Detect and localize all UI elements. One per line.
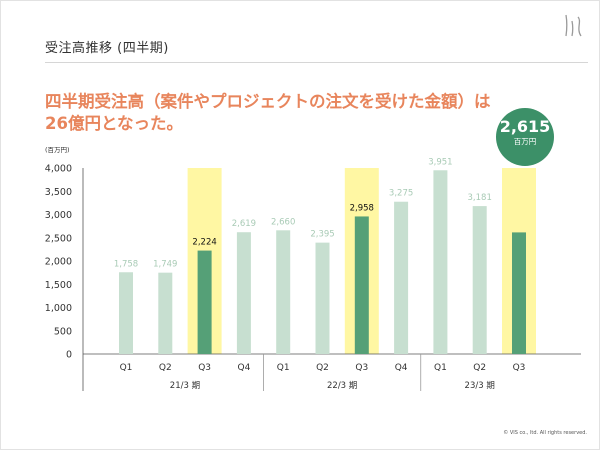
x-tick-label: Q4 <box>237 363 250 373</box>
y-axis-unit-label: (百万円) <box>45 146 70 154</box>
x-tick-label: Q2 <box>316 363 329 373</box>
axes: (百万円) 0 500 1,000 1,500 2,000 2,500 3,000 3,500 4… <box>45 146 581 391</box>
bar-value-label: 2,660 <box>271 217 295 227</box>
bar-value-label: 2,224 <box>192 238 216 248</box>
headline-line-2: 26億円となった。 <box>45 114 183 133</box>
y-tick-label: 3,000 <box>45 210 72 221</box>
bar <box>315 242 330 354</box>
y-tick-label: 1,000 <box>45 303 72 314</box>
x-group-label: 21/3 期 <box>170 381 200 391</box>
bar-value-label: 1,749 <box>153 260 177 270</box>
bar-value-label: 2,958 <box>350 203 374 213</box>
bar <box>394 201 409 354</box>
x-tick-label: Q1 <box>120 363 133 373</box>
x-group-label: 23/3 期 <box>465 381 495 391</box>
x-tick-label: Q2 <box>159 363 172 373</box>
bar <box>354 216 369 354</box>
y-tick-label: 500 <box>54 326 72 337</box>
company-logo-icon <box>565 14 582 37</box>
total-badge-value: 2,615 <box>499 117 551 136</box>
bar <box>276 230 291 354</box>
x-tick-label: Q4 <box>395 363 408 373</box>
bar-value-label: 3,275 <box>389 189 413 199</box>
headline-line-1: 四半期受注高（案件やプロジェクトの注文を受けた金額）は <box>45 92 491 111</box>
bar-value-label: 3,951 <box>428 157 452 167</box>
bar <box>472 206 487 354</box>
x-tick-label: Q2 <box>473 363 486 373</box>
bar <box>197 250 212 354</box>
y-tick-label: 2,000 <box>45 257 72 268</box>
y-tick-label: 2,500 <box>45 233 72 244</box>
y-tick-label: 4,000 <box>45 164 72 175</box>
total-badge: 2,615 百万円 <box>496 108 554 166</box>
headline: 四半期受注高（案件やプロジェクトの注文を受けた金額）は 26億円となった。 <box>45 91 495 135</box>
x-group-label: 22/3 期 <box>327 381 357 391</box>
bar-value-label: 1,758 <box>114 259 138 269</box>
bars <box>119 170 526 354</box>
x-tick-label: Q3 <box>198 363 211 373</box>
page-title: 受注高推移 (四半期) <box>45 41 169 56</box>
bar-value-label: 3,181 <box>468 193 492 203</box>
x-tick-label: Q1 <box>277 363 290 373</box>
x-tick-label: Q1 <box>434 363 447 373</box>
bar <box>236 232 251 354</box>
bar-value-label: 2,619 <box>232 219 256 229</box>
x-tick-label: Q3 <box>355 363 368 373</box>
bar <box>158 272 173 354</box>
bar <box>512 232 526 354</box>
y-tick-label: 0 <box>66 350 72 361</box>
bar <box>119 272 133 354</box>
y-tick-label: 1,500 <box>45 280 72 291</box>
y-tick-label: 3,500 <box>45 187 72 198</box>
x-tick-label: Q3 <box>513 363 526 373</box>
bar-value-label: 2,395 <box>310 230 334 240</box>
total-badge-unit: 百万円 <box>513 137 537 146</box>
copyright: © VIS co., ltd. All rights reserved. <box>503 430 587 436</box>
labels: 1,758 Q1 1,749 Q2 2,224 Q3 2,619 Q4 2,660 Q1 2,395… <box>114 157 526 391</box>
header-divider <box>45 62 588 63</box>
bar <box>433 170 448 354</box>
